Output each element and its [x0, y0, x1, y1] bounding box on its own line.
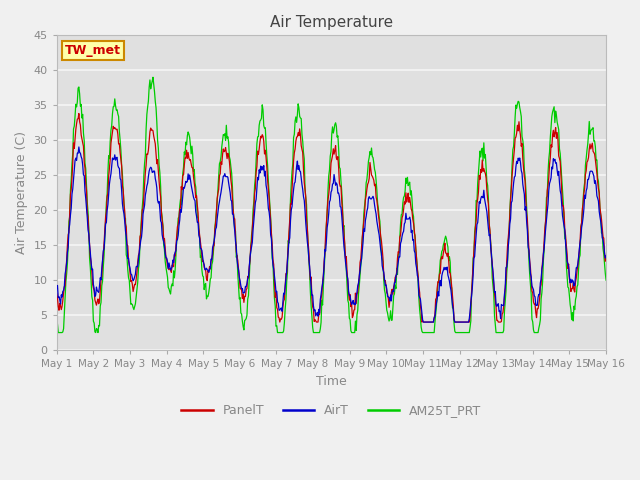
Y-axis label: Air Temperature (C): Air Temperature (C) — [15, 131, 28, 254]
Legend: PanelT, AirT, AM25T_PRT: PanelT, AirT, AM25T_PRT — [177, 399, 486, 422]
X-axis label: Time: Time — [316, 374, 347, 388]
Text: TW_met: TW_met — [65, 44, 121, 57]
Title: Air Temperature: Air Temperature — [270, 15, 393, 30]
